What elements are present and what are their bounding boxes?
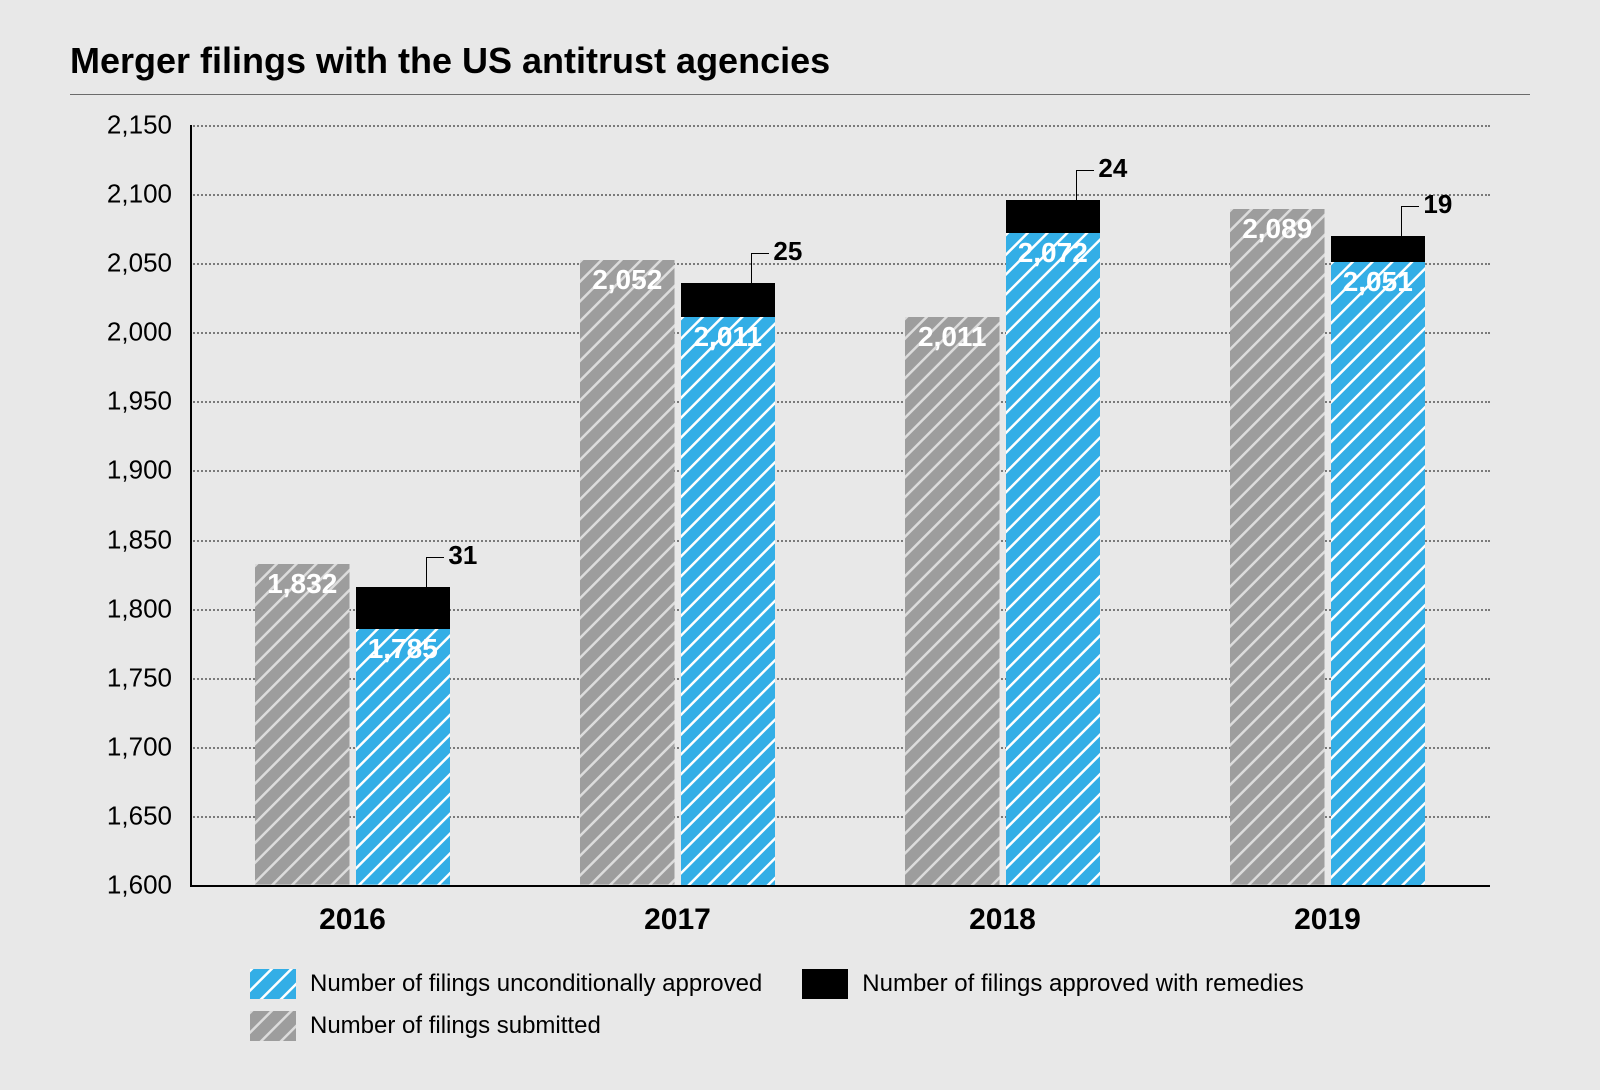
x-tick-label: 2019	[1294, 903, 1361, 937]
bar-remedies	[356, 587, 451, 630]
leader-line	[1401, 206, 1402, 240]
x-tick-label: 2016	[319, 903, 386, 937]
y-axis	[190, 125, 192, 885]
bar-label-unconditional: 2,072	[1006, 237, 1101, 269]
y-tick-label: 1,900	[70, 455, 172, 486]
leader-line	[426, 557, 427, 591]
chart-title: Merger filings with the US antitrust age…	[70, 40, 1530, 94]
leader-line	[1076, 170, 1077, 204]
y-tick-label: 1,600	[70, 870, 172, 901]
gridline	[190, 125, 1490, 127]
legend-item: Number of filings unconditionally approv…	[250, 969, 762, 999]
bar-unconditional	[1331, 262, 1426, 885]
bar-label-remedies: 25	[773, 236, 802, 267]
legend-swatch	[250, 969, 296, 999]
page: Merger filings with the US antitrust age…	[0, 0, 1600, 1090]
legend-label: Number of filings approved with remedies	[862, 970, 1304, 998]
y-tick-label: 1,850	[70, 524, 172, 555]
bar-label-remedies: 24	[1098, 153, 1127, 184]
y-tick-label: 1,700	[70, 731, 172, 762]
bar-label-unconditional: 2,051	[1331, 266, 1426, 298]
leader-line	[426, 557, 444, 558]
bar-label-remedies: 31	[448, 540, 477, 571]
legend-item: Number of filings approved with remedies	[802, 969, 1304, 999]
y-tick-label: 2,150	[70, 110, 172, 141]
bar-submitted	[1230, 209, 1325, 885]
bar-remedies	[1006, 200, 1101, 233]
bar-submitted	[905, 317, 1000, 885]
bar-unconditional	[681, 317, 776, 885]
chart: 1,832 1,785 31 2,052 2,011 25	[70, 125, 1530, 955]
y-tick-label: 1,650	[70, 800, 172, 831]
y-tick-label: 2,050	[70, 248, 172, 279]
bar-remedies	[681, 283, 776, 318]
leader-line	[751, 253, 752, 287]
bar-label-submitted: 2,089	[1230, 213, 1325, 245]
bar-label-remedies: 19	[1423, 189, 1452, 220]
y-tick-label: 2,000	[70, 317, 172, 348]
x-tick-label: 2017	[644, 903, 711, 937]
legend-label: Number of filings unconditionally approv…	[310, 970, 762, 998]
title-rule	[70, 94, 1530, 95]
bar-label-unconditional: 1,785	[356, 633, 451, 665]
bar-label-submitted: 1,832	[255, 568, 350, 600]
legend-label: Number of filings submitted	[310, 1012, 601, 1040]
gridline	[190, 194, 1490, 196]
y-tick-label: 1,950	[70, 386, 172, 417]
leader-line	[751, 253, 769, 254]
legend-item: Number of filings submitted	[250, 1011, 601, 1041]
y-tick-label: 2,100	[70, 179, 172, 210]
bar-label-submitted: 2,011	[905, 321, 1000, 353]
bar-unconditional	[1006, 233, 1101, 885]
bar-submitted	[580, 260, 675, 885]
bar-label-submitted: 2,052	[580, 264, 675, 296]
y-tick-label: 1,800	[70, 593, 172, 624]
bar-label-unconditional: 2,011	[681, 321, 776, 353]
y-tick-label: 1,750	[70, 662, 172, 693]
bar-submitted	[255, 564, 350, 885]
leader-line	[1401, 206, 1419, 207]
leader-line	[1076, 170, 1094, 171]
x-axis	[190, 885, 1490, 887]
legend: Number of filings unconditionally approv…	[250, 969, 1490, 1041]
legend-swatch	[250, 1011, 296, 1041]
bar-remedies	[1331, 236, 1426, 262]
x-tick-label: 2018	[969, 903, 1036, 937]
plot-area: 1,832 1,785 31 2,052 2,011 25	[190, 125, 1490, 885]
legend-swatch	[802, 969, 848, 999]
bar-unconditional	[356, 629, 451, 885]
